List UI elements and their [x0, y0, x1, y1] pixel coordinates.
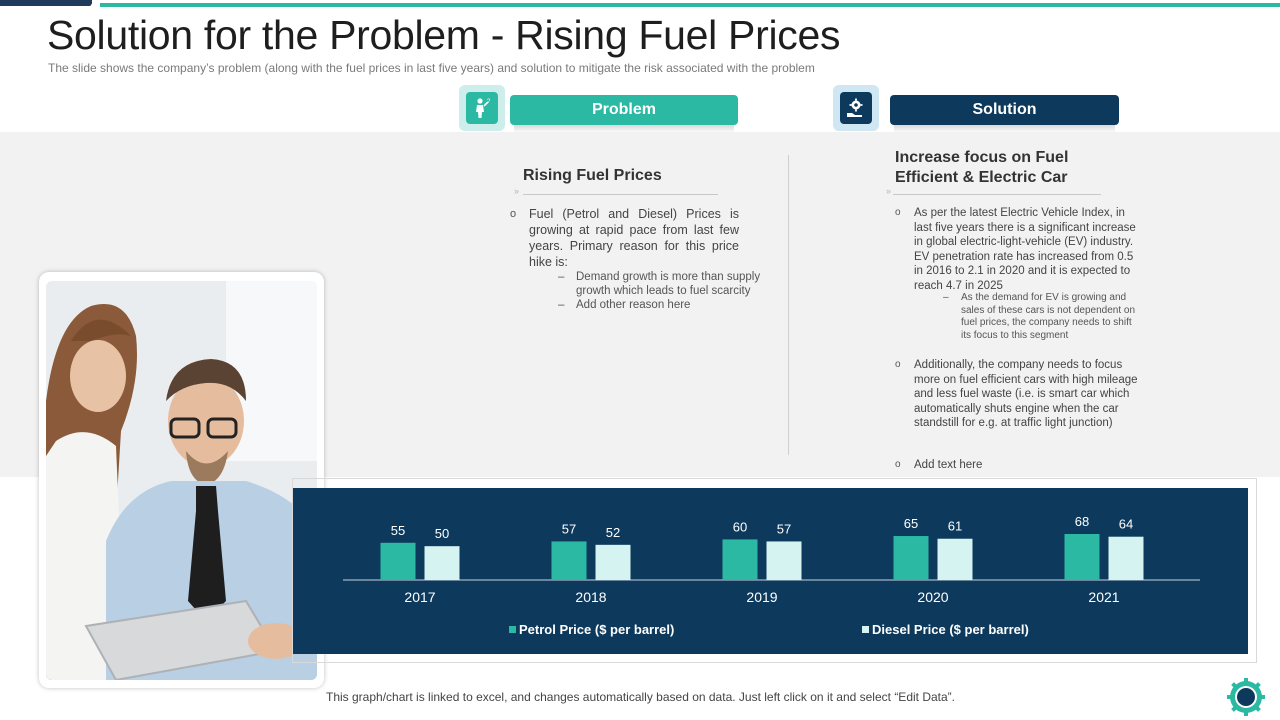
chart-canvas: 55 50 2017 57 52 2018 60 57 2019 65 61 2020 68 64 2021… — [343, 514, 1200, 637]
gear-logo-icon — [1227, 678, 1265, 716]
bar-petrol-2020 — [893, 536, 929, 580]
column-divider — [788, 155, 789, 455]
problem-heading: Rising Fuel Prices — [523, 167, 662, 184]
data-label: 64 — [1119, 517, 1133, 532]
data-label: 68 — [1075, 514, 1089, 529]
solution-bullet: o Add text here — [895, 458, 1140, 473]
data-label: 52 — [606, 525, 620, 540]
solution-bullet: o As per the latest Electric Vehicle Ind… — [895, 206, 1140, 293]
data-label: 57 — [777, 521, 791, 536]
solution-sub-item-text: As the demand for EV is growing and sale… — [961, 292, 1136, 341]
solution-bullet-text: Additionally, the company needs to focus… — [914, 359, 1138, 429]
solution-header-shadow — [894, 125, 1115, 133]
problem-sub-item-text: Add other reason here — [576, 299, 691, 311]
chevron-right-icon: » — [514, 186, 520, 196]
data-label: 57 — [562, 521, 576, 536]
x-tick-label: 2017 — [404, 589, 435, 605]
solution-heading: Increase focus on Fuel Efficient & Elect… — [895, 149, 1069, 186]
fuel-price-chart: 55 50 2017 57 52 2018 60 57 2019 65 61 2020 68 64 2021… — [293, 488, 1248, 654]
bar-petrol-2017 — [380, 542, 416, 580]
svg-text:?: ? — [487, 99, 491, 105]
x-tick-label: 2020 — [917, 589, 948, 605]
circle-bullet-icon: o — [895, 359, 901, 370]
chart-border — [292, 478, 1257, 663]
legend-label: Petrol Price ($ per barrel) — [519, 622, 674, 637]
bar-diesel-2017 — [424, 546, 460, 580]
legend-label: Diesel Price ($ per barrel) — [872, 622, 1029, 637]
problem-icon-box: ? — [459, 85, 505, 131]
circle-bullet-icon: o — [895, 207, 901, 218]
problem-sub-item: – Add other reason here — [558, 298, 776, 312]
data-label: 60 — [733, 519, 747, 534]
bar-petrol-2018 — [551, 541, 587, 580]
data-label: 55 — [391, 523, 405, 538]
dash-bullet-icon: – — [558, 299, 565, 311]
bar-diesel-2018 — [595, 544, 631, 580]
slide-subtitle: The slide shows the company’s problem (a… — [48, 61, 815, 75]
dash-bullet-icon: – — [558, 271, 565, 283]
x-tick-label: 2021 — [1088, 589, 1119, 605]
bar-diesel-2021 — [1108, 536, 1144, 580]
problem-sub-item: – Demand growth is more than supply grow… — [558, 270, 776, 298]
solution-header: Solution — [890, 95, 1119, 125]
solution-sub-item: – As the demand for EV is growing and sa… — [943, 292, 1143, 342]
legend-swatch — [509, 626, 516, 633]
circle-bullet-icon: o — [895, 459, 901, 470]
business-people-photo — [46, 281, 317, 680]
gear-hand-icon — [847, 98, 863, 117]
problem-bullet: o Fuel (Petrol and Diesel) Prices is gro… — [510, 206, 739, 270]
dash-bullet-icon: – — [943, 292, 949, 303]
problem-header: Problem — [510, 95, 738, 125]
data-label: 65 — [904, 516, 918, 531]
bar-petrol-2019 — [722, 539, 758, 580]
solution-icon-box — [833, 85, 879, 131]
chart-footnote: This graph/chart is linked to excel, and… — [326, 690, 955, 704]
data-label: 61 — [948, 519, 962, 534]
problem-bullet-text: Fuel (Petrol and Diesel) Prices is growi… — [529, 207, 739, 269]
slide-title: Solution for the Problem - Rising Fuel P… — [47, 12, 841, 58]
solution-heading-underline — [893, 194, 1101, 195]
chevron-right-icon: » — [886, 186, 892, 196]
problem-heading-underline — [523, 194, 718, 195]
legend-swatch — [862, 626, 869, 633]
bar-petrol-2021 — [1064, 534, 1100, 580]
bar-diesel-2019 — [766, 541, 802, 580]
top-accent-teal — [100, 3, 1280, 7]
top-accent-dark — [0, 0, 92, 6]
solution-bullet: o Additionally, the company needs to foc… — [895, 358, 1140, 431]
solution-bullet-text: As per the latest Electric Vehicle Index… — [914, 207, 1136, 292]
bar-diesel-2020 — [937, 538, 973, 580]
problem-header-shadow — [514, 125, 734, 133]
solution-bullet-text: Add text here — [914, 459, 983, 471]
problem-sub-item-text: Demand growth is more than supply growth… — [576, 271, 761, 297]
x-tick-label: 2018 — [575, 589, 606, 605]
data-label: 50 — [435, 526, 449, 541]
person-icon: ? — [476, 98, 491, 118]
x-tick-label: 2019 — [746, 589, 777, 605]
circle-bullet-icon: o — [510, 208, 517, 220]
photo-illustration — [46, 281, 317, 680]
